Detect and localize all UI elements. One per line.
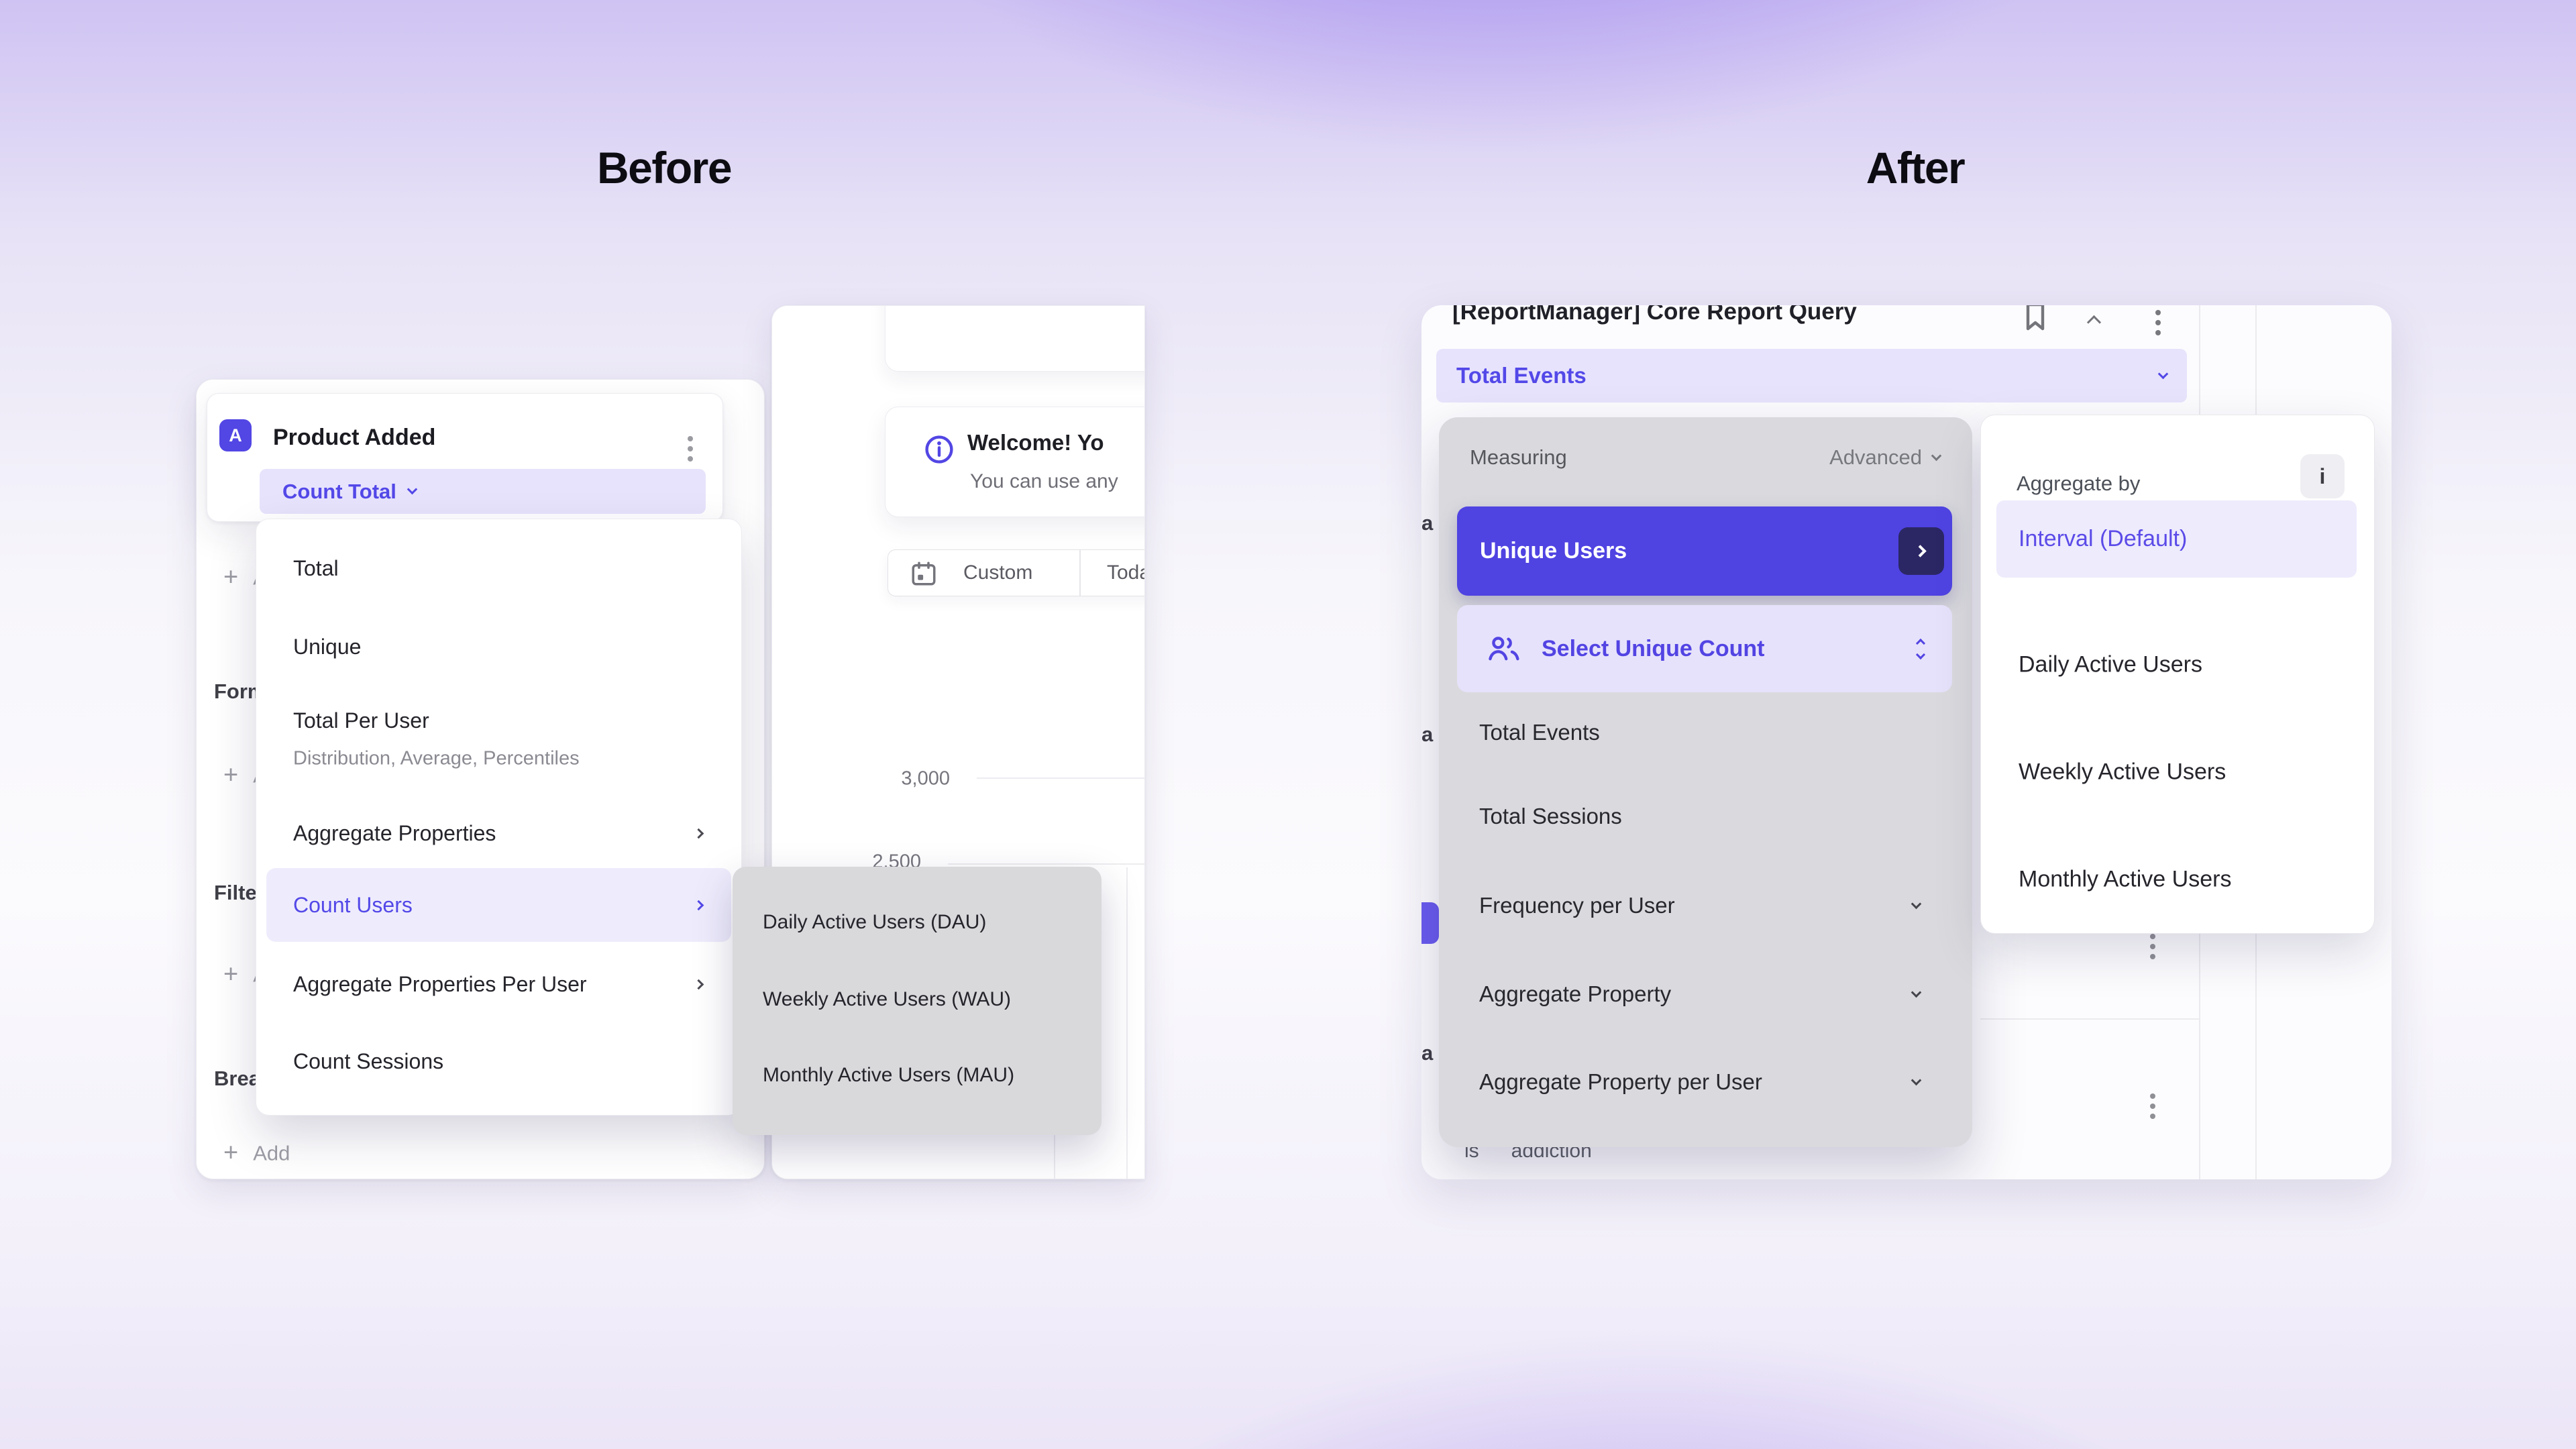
y-axis-tick: 3,000 — [901, 767, 950, 790]
after-title: After — [1866, 143, 1966, 193]
partial-event-card — [885, 306, 1144, 372]
event-card: A Product Added Count Total — [207, 393, 723, 522]
chevron-down-icon — [2157, 368, 2169, 379]
chevron-right-icon — [693, 900, 704, 910]
submenu-item-mau[interactable]: Monthly Active Users (MAU) — [763, 1064, 1015, 1086]
bookmark-icon[interactable] — [2022, 305, 2049, 332]
chevron-down-icon — [407, 484, 418, 495]
menu-item-unique[interactable]: Unique — [293, 634, 362, 659]
menu-item-sublabel: Distribution, Average, Percentiles — [293, 747, 580, 769]
measurement-menu: Total Unique Total Per User Distribution… — [256, 519, 742, 1116]
divider — [1079, 550, 1081, 596]
truncated-row-label: a — [1421, 1041, 1434, 1065]
truncated-row-label: a — [1421, 722, 1434, 746]
chevron-right-icon — [1913, 545, 1927, 557]
metric-select[interactable]: Total Events — [1436, 349, 2187, 402]
unfold-icon — [1915, 638, 1926, 659]
welcome-body: You can use any — [970, 470, 1118, 492]
row-kebab-menu-icon[interactable] — [2150, 944, 2155, 949]
aggregate-item-interval-default[interactable]: Interval (Default) — [1996, 500, 2357, 578]
chevron-right-icon — [693, 828, 704, 839]
plus-icon: + — [223, 1138, 239, 1167]
menu-item-total[interactable]: Total — [293, 555, 339, 580]
divider — [1980, 1018, 2199, 1020]
gridline — [977, 777, 1144, 779]
measuring-item-total-sessions[interactable]: Total Sessions — [1479, 804, 1622, 828]
date-today-tab[interactable]: Today — [1107, 561, 1144, 584]
info-button[interactable]: i — [2300, 454, 2345, 498]
menu-item-count-sessions[interactable]: Count Sessions — [293, 1049, 444, 1073]
measurement-dropdown[interactable]: Count Total — [260, 469, 706, 514]
chevron-down-icon — [1911, 987, 1922, 998]
count-users-submenu: Daily Active Users (DAU) Weekly Active U… — [733, 867, 1102, 1135]
row-kebab-menu-icon[interactable] — [2150, 1104, 2155, 1109]
event-kebab-menu-icon[interactable] — [688, 446, 693, 451]
add-label: Add — [253, 1141, 290, 1165]
header-kebab-menu-icon[interactable] — [2155, 320, 2161, 325]
measuring-panel: Measuring Advanced Unique Users Select — [1439, 417, 1972, 1147]
before-title: Before — [596, 143, 733, 193]
before-builder-panel: + Add Formulas + Add Filters + Add Break… — [196, 379, 765, 1179]
menu-item-aggregate-properties[interactable]: Aggregate Properties — [256, 812, 741, 855]
submenu-item-wau[interactable]: Weekly Active Users (WAU) — [763, 988, 1012, 1010]
select-unique-count-button[interactable]: Select Unique Count — [1457, 605, 1952, 692]
event-name[interactable]: Product Added — [273, 425, 436, 450]
aggregate-by-label: Aggregate by — [2017, 472, 2141, 495]
advanced-dropdown[interactable]: Advanced — [1829, 445, 1942, 470]
welcome-title: Welcome! Yo — [967, 430, 1104, 455]
collapse-icon[interactable] — [2086, 315, 2102, 330]
chevron-down-icon — [1911, 1075, 1922, 1085]
chevron-down-icon — [1931, 450, 1942, 461]
calendar-icon — [912, 561, 936, 586]
measuring-item-aggregate-property[interactable]: Aggregate Property — [1439, 972, 1972, 1016]
expand-submenu-button[interactable] — [1898, 527, 1944, 575]
measuring-label: Measuring — [1470, 445, 1567, 469]
after-app-window: [ReportManager] Core Report Query Total … — [1421, 305, 2392, 1179]
welcome-banner: Welcome! Yo You can use any — [885, 407, 1144, 517]
add-breakdown-row[interactable]: + Add — [214, 1139, 290, 1168]
truncated-row-label: a — [1421, 511, 1434, 535]
users-icon — [1489, 637, 1519, 661]
aggregate-item-weekly-active-users[interactable]: Weekly Active Users — [2019, 759, 2226, 785]
measuring-item-frequency-per-user[interactable]: Frequency per User — [1439, 883, 1972, 928]
plus-icon: + — [223, 960, 239, 989]
aggregate-item-monthly-active-users[interactable]: Monthly Active Users — [2019, 866, 2232, 892]
event-letter-badge: A — [219, 419, 252, 451]
date-custom-tab[interactable]: Custom — [963, 561, 1033, 584]
info-circle-icon — [925, 435, 953, 464]
plus-icon: + — [223, 563, 239, 592]
menu-item-total-per-user[interactable]: Total Per User — [293, 708, 429, 733]
measuring-item-total-events[interactable]: Total Events — [1479, 720, 1600, 745]
menu-item-count-users[interactable]: Count Users — [266, 868, 731, 942]
gridline — [1126, 867, 1128, 1179]
measuring-item-aggregate-property-per-user[interactable]: Aggregate Property per User — [1439, 1060, 1972, 1104]
aggregate-item-daily-active-users[interactable]: Daily Active Users — [2019, 651, 2202, 678]
gridline — [948, 863, 1144, 865]
aggregate-by-panel: Aggregate by i Interval (Default) Daily … — [1980, 415, 2375, 934]
submenu-item-dau[interactable]: Daily Active Users (DAU) — [763, 911, 987, 933]
menu-item-aggregate-properties-per-user[interactable]: Aggregate Properties Per User — [256, 963, 741, 1006]
partial-event-pill — [1421, 902, 1439, 944]
chevron-down-icon — [1911, 898, 1922, 909]
report-query-title: [ReportManager] Core Report Query — [1452, 305, 1857, 325]
selected-measurement-unique-users[interactable]: Unique Users — [1457, 506, 1952, 596]
measurement-value: Count Total — [282, 479, 396, 503]
plus-icon: + — [223, 761, 239, 790]
metric-select-value: Total Events — [1456, 363, 1587, 388]
date-range-control[interactable]: Custom Today — [888, 549, 1144, 596]
chevron-right-icon — [693, 979, 704, 989]
